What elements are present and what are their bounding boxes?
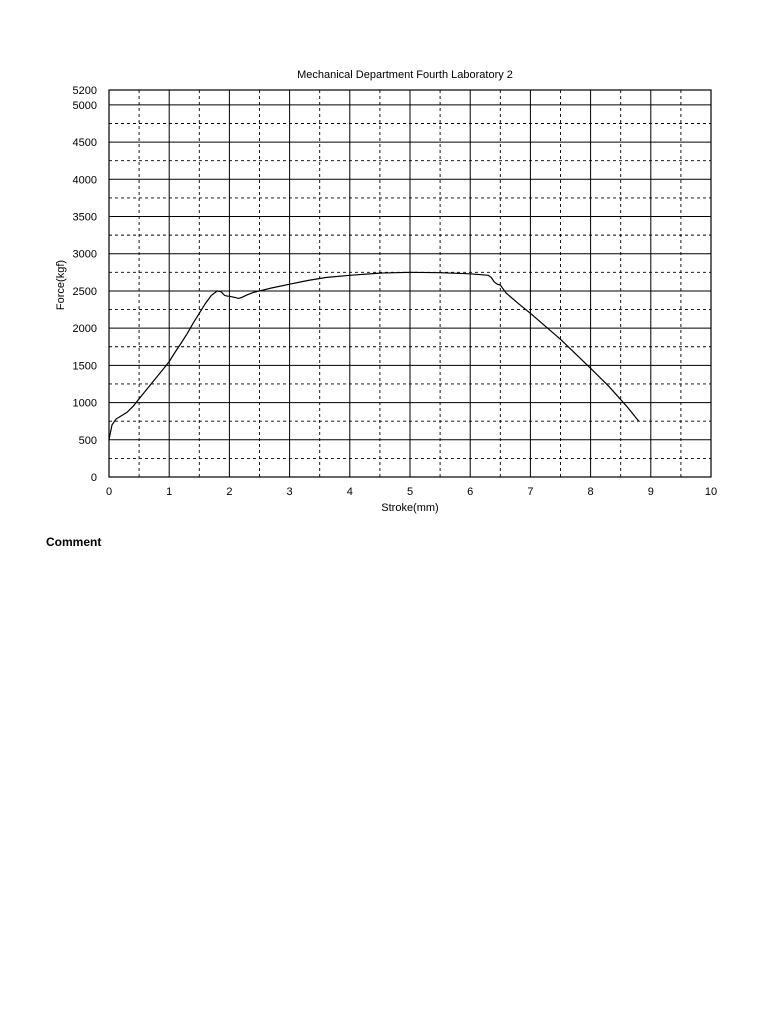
y-tick-label: 2500: [73, 286, 97, 298]
y-tick-label: 5000: [73, 100, 97, 112]
x-tick-label: 0: [106, 486, 112, 498]
x-tick-label: 9: [648, 486, 654, 498]
y-tick-label: 4500: [73, 137, 97, 149]
y-tick-label: 2000: [73, 323, 97, 335]
y-tick-labels: 0 500 1000 1500 2000 2500 3000 3500 4000 4500 5000…: [73, 85, 97, 484]
y-tick-label: 5200: [73, 85, 97, 97]
x-tick-label: 4: [347, 486, 353, 498]
y-tick-label: 4000: [73, 174, 97, 186]
x-tick-labels: 0 1 2 3 4 5 6 7 8 9 10: [106, 486, 717, 498]
x-tick-label: 8: [588, 486, 594, 498]
y-tick-label: 3000: [73, 249, 97, 261]
comment-label: Comment: [46, 535, 102, 549]
y-tick-label: 3500: [73, 212, 97, 224]
x-tick-label: 2: [226, 486, 232, 498]
x-tick-label: 7: [527, 486, 533, 498]
chart-title: Mechanical Department Fourth Laboratory …: [297, 69, 513, 81]
y-tick-label: 0: [91, 472, 97, 484]
grid: [108, 89, 712, 478]
series-line-force-stroke: [108, 271, 640, 440]
plot-area-frame: [108, 89, 712, 478]
y-tick-label: 1000: [73, 398, 97, 410]
y-tick-label: 1500: [73, 360, 97, 372]
x-axis-label: Stroke(mm): [381, 502, 438, 514]
y-tick-label: 500: [79, 435, 97, 447]
x-tick-label: 6: [467, 486, 473, 498]
x-tick-label: 10: [705, 486, 717, 498]
force-stroke-chart: 0 1 2 3 4 5 6 7 8 9 10 0 500 1000 1500 2000 2500 3000 350…: [55, 69, 717, 514]
x-tick-label: 5: [407, 486, 413, 498]
x-tick-label: 1: [166, 486, 172, 498]
x-tick-label: 3: [287, 486, 293, 498]
y-axis-label: Force(kgf): [55, 260, 67, 310]
